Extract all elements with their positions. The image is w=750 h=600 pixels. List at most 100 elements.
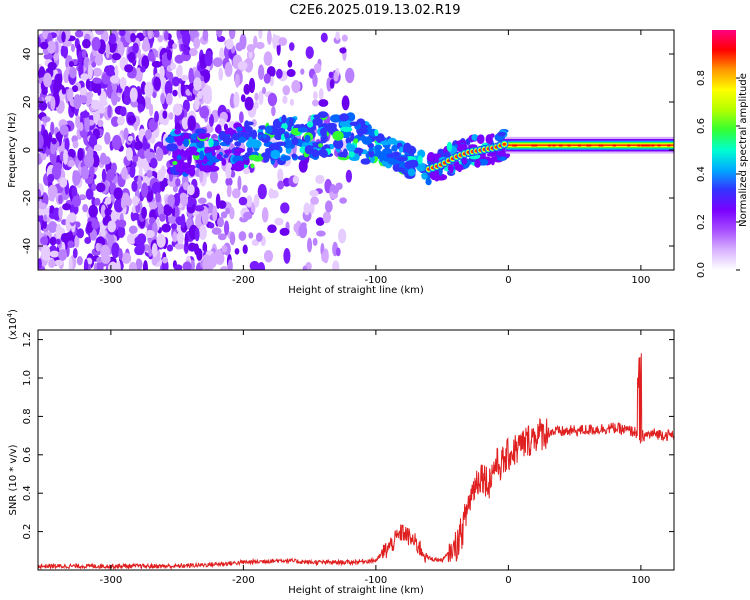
heatmap-cell [212,205,218,222]
heatmap-cell [172,89,178,97]
heatmap-cell [552,144,556,147]
heatmap-cell [374,129,379,137]
heatmap-cell [165,136,176,144]
heatmap-cell [193,37,201,50]
colorbar: 0.0 0.2 0.4 0.6 0.8 Normalized spectral ampl… [696,30,749,278]
heatmap-cell [59,124,69,136]
heatmap-cell [77,50,83,65]
heatmap-cell [59,177,68,188]
heatmap-cell [202,254,211,261]
heatmap-cell [49,250,60,258]
heatmap-cell [95,182,106,193]
y-tick-label: -40 [22,238,33,254]
heatmap-cell [242,211,253,220]
heatmap-cell [141,206,147,219]
heatmap-cell [119,106,127,117]
heatmap-cell [79,87,88,97]
heatmap-cell [446,141,453,152]
heatmap-cell [131,162,136,177]
heatmap-cell [83,258,89,270]
y-tick-label: 0 [22,147,33,153]
heatmap-cell [117,116,125,126]
heatmap-cell [104,132,111,145]
spectrogram-y-label: Frequency (Hz) [7,112,18,188]
heatmap-cell [131,180,138,192]
heatmap-cell [118,248,123,261]
heatmap-cell [132,155,139,163]
heatmap-cell [100,244,110,260]
heatmap-cell [345,137,352,145]
spectrogram-y-ticks: -40 -20 0 20 40 [22,48,674,254]
heatmap-cell [211,227,222,235]
heatmap-cell [182,31,191,46]
heatmap-cell [151,182,162,195]
heatmap-cell [442,152,452,158]
heatmap-cell [146,169,153,178]
heatmap-cell [339,113,350,122]
heatmap-cell [91,183,97,192]
heatmap-cell [257,183,267,200]
heatmap-cell [68,60,74,67]
heatmap-cell [194,97,200,110]
x-tick-label: -300 [100,275,123,286]
heatmap-cell [245,195,253,207]
heatmap-cell [176,230,184,245]
heatmap-cell [94,53,104,66]
heatmap-cell [248,154,260,161]
heatmap-cell [172,103,183,116]
heatmap-cell [192,151,200,156]
heatmap-cell [198,133,208,140]
y-tick-label: 0.4 [22,485,33,501]
heatmap-cell [224,149,233,154]
heatmap-cell [261,86,267,95]
heatmap-cell [457,143,465,148]
heatmap-cell [376,152,387,158]
heatmap-cell [333,71,339,82]
heatmap-cell [425,178,432,186]
heatmap-cell [67,87,74,103]
heatmap-cell [198,225,207,240]
heatmap-cell [79,111,90,119]
heatmap-cell [206,191,213,199]
colorbar-tick-label: 0.2 [696,214,707,230]
heatmap-cell [151,243,158,258]
heatmap-cell [55,223,62,240]
heatmap-cell [202,165,213,173]
heatmap-cell [265,125,273,134]
heatmap-cell [208,157,220,163]
heatmap-cell [474,159,481,168]
heatmap-cell [141,40,151,52]
heatmap-cell [291,136,299,146]
heatmap-cell [353,147,364,154]
heatmap-cell [128,30,138,34]
heatmap-cell [97,119,104,128]
heatmap-cell [297,127,308,133]
heatmap-cell [236,126,243,132]
heatmap-cell [157,169,165,182]
colorbar-tick-label: 0.0 [696,262,707,278]
heatmap-cell [208,114,214,127]
heatmap-cell [208,222,215,229]
heatmap-cell [174,243,184,250]
heatmap-cell [47,221,58,233]
heatmap-cell [219,266,230,270]
heatmap-cell [598,144,602,147]
heatmap-cell [205,85,212,102]
heatmap-cell [108,33,117,45]
heatmap-cell [127,135,134,142]
x-tick-label: -100 [365,275,388,286]
heatmap-cell [227,259,233,270]
heatmap-cell [307,237,313,253]
x-tick-label: -300 [100,575,123,586]
heatmap-cell [416,162,427,172]
colorbar-label: Normalized spectral amplitude [738,73,749,227]
heatmap-cell [48,212,59,220]
y-tick-label: 40 [22,48,33,61]
heatmap-cell [263,250,274,263]
heatmap-cell [559,144,563,147]
heatmap-cell [201,209,209,226]
heatmap-cell [398,146,404,153]
heatmap-cell [146,86,153,96]
snr-y-label: SNR (10 * v/v) [8,444,19,515]
y-tick-label: -20 [22,190,33,206]
